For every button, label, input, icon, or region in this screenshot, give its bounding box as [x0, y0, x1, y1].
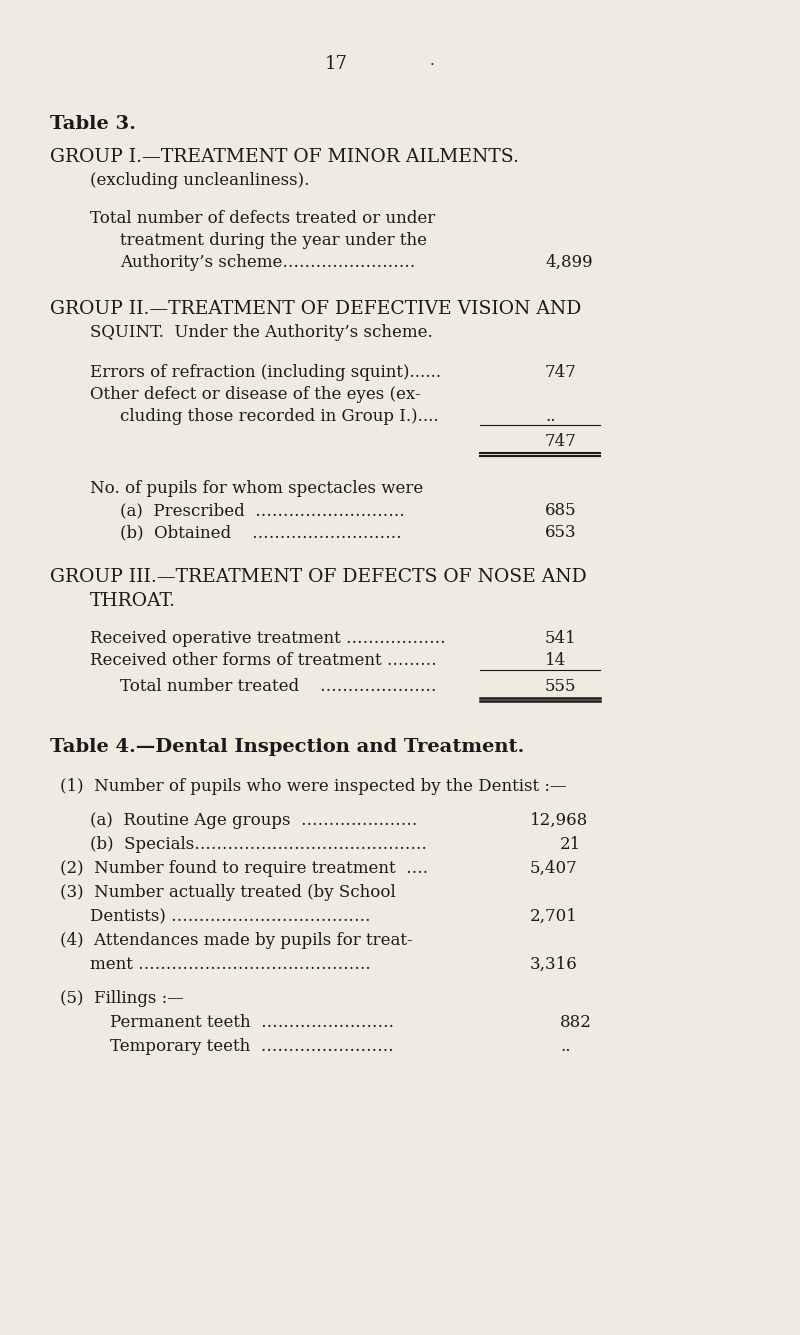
Text: treatment during the year under the: treatment during the year under the	[120, 232, 427, 250]
Text: Total number of defects treated or under: Total number of defects treated or under	[90, 210, 435, 227]
Text: 17: 17	[325, 55, 348, 73]
Text: (1)  Number of pupils who were inspected by the Dentist :—: (1) Number of pupils who were inspected …	[60, 778, 566, 796]
Text: 747: 747	[545, 433, 577, 450]
Text: ..: ..	[560, 1039, 570, 1055]
Text: Errors of refraction (including squint)......: Errors of refraction (including squint).…	[90, 364, 441, 380]
Text: Table 4.—Dental Inspection and Treatment.: Table 4.—Dental Inspection and Treatment…	[50, 738, 524, 756]
Text: Dentists) ………………………………: Dentists) ………………………………	[90, 908, 370, 925]
Text: (a)  Routine Age groups  …………………: (a) Routine Age groups …………………	[90, 812, 418, 829]
Text: Table 3.: Table 3.	[50, 115, 136, 134]
Text: 747: 747	[545, 364, 577, 380]
Text: (excluding uncleanliness).: (excluding uncleanliness).	[90, 172, 310, 190]
Text: (3)  Number actually treated (by School: (3) Number actually treated (by School	[60, 884, 396, 901]
Text: 2,701: 2,701	[530, 908, 578, 925]
Text: No. of pupils for whom spectacles were: No. of pupils for whom spectacles were	[90, 481, 423, 497]
Text: 21: 21	[560, 836, 582, 853]
Text: Total number treated    …………………: Total number treated …………………	[120, 678, 437, 696]
Text: 14: 14	[545, 651, 566, 669]
Text: Authority’s scheme……………………: Authority’s scheme……………………	[120, 254, 415, 271]
Text: SQUINT.  Under the Authority’s scheme.: SQUINT. Under the Authority’s scheme.	[90, 324, 433, 340]
Text: (b)  Specials……………………………………: (b) Specials……………………………………	[90, 836, 427, 853]
Text: 4,899: 4,899	[545, 254, 593, 271]
Text: ·: ·	[430, 57, 435, 72]
Text: GROUP I.—TREATMENT OF MINOR AILMENTS.: GROUP I.—TREATMENT OF MINOR AILMENTS.	[50, 148, 519, 166]
Text: 653: 653	[545, 525, 577, 541]
Text: Received other forms of treatment ………: Received other forms of treatment ………	[90, 651, 437, 669]
Text: ..: ..	[545, 409, 555, 425]
Text: Temporary teeth  ……………………: Temporary teeth ……………………	[110, 1039, 394, 1055]
Text: GROUP II.—TREATMENT OF DEFECTIVE VISION AND: GROUP II.—TREATMENT OF DEFECTIVE VISION …	[50, 300, 582, 318]
Text: 555: 555	[545, 678, 577, 696]
Text: ment ……………………………………: ment ……………………………………	[90, 956, 371, 973]
Text: 3,316: 3,316	[530, 956, 578, 973]
Text: 882: 882	[560, 1015, 592, 1031]
Text: GROUP III.—TREATMENT OF DEFECTS OF NOSE AND: GROUP III.—TREATMENT OF DEFECTS OF NOSE …	[50, 567, 586, 586]
Text: cluding those recorded in Group I.)....: cluding those recorded in Group I.)....	[120, 409, 438, 425]
Text: (a)  Prescribed  ………………………: (a) Prescribed ………………………	[120, 502, 405, 519]
Text: Permanent teeth  ……………………: Permanent teeth ……………………	[110, 1015, 394, 1031]
Text: 12,968: 12,968	[530, 812, 588, 829]
Text: 541: 541	[545, 630, 577, 647]
Text: (5)  Fillings :—: (5) Fillings :—	[60, 991, 184, 1007]
Text: 5,407: 5,407	[530, 860, 578, 877]
Text: (b)  Obtained    ………………………: (b) Obtained ………………………	[120, 525, 402, 541]
Text: THROAT.: THROAT.	[90, 591, 176, 610]
Text: 685: 685	[545, 502, 577, 519]
Text: (2)  Number found to require treatment  ….: (2) Number found to require treatment ….	[60, 860, 428, 877]
Text: (4)  Attendances made by pupils for treat-: (4) Attendances made by pupils for treat…	[60, 932, 413, 949]
Text: Other defect or disease of the eyes (ex-: Other defect or disease of the eyes (ex-	[90, 386, 421, 403]
Text: Received operative treatment ………………: Received operative treatment ………………	[90, 630, 446, 647]
